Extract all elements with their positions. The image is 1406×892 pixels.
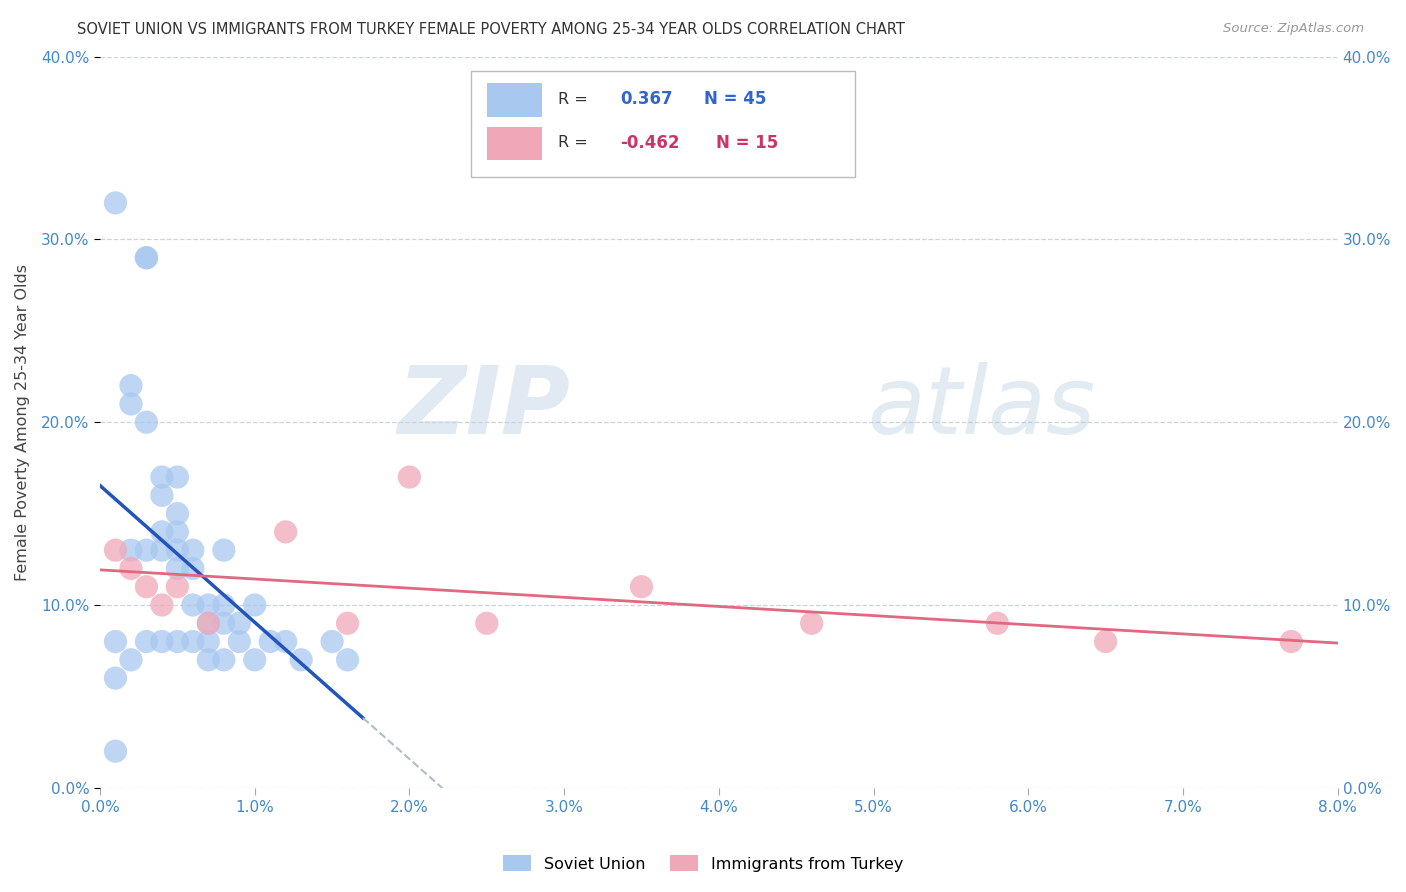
Point — [630, 580, 652, 594]
Point — [243, 653, 266, 667]
Text: R =: R = — [558, 136, 593, 151]
Point — [212, 653, 235, 667]
Point — [166, 507, 188, 521]
Text: 0.367: 0.367 — [620, 90, 672, 108]
Point — [135, 543, 157, 558]
Point — [274, 634, 297, 648]
Point — [800, 616, 823, 631]
Text: Source: ZipAtlas.com: Source: ZipAtlas.com — [1223, 22, 1364, 36]
Point — [197, 616, 219, 631]
Point — [197, 653, 219, 667]
Point — [166, 470, 188, 484]
FancyBboxPatch shape — [488, 127, 541, 161]
Text: atlas: atlas — [868, 362, 1095, 453]
Point — [104, 195, 127, 210]
Point — [150, 543, 173, 558]
Point — [150, 470, 173, 484]
Text: N = 45: N = 45 — [704, 90, 766, 108]
Point — [197, 616, 219, 631]
Point — [181, 598, 204, 612]
Point — [321, 634, 343, 648]
Point — [1279, 634, 1302, 648]
Point — [181, 634, 204, 648]
Point — [212, 598, 235, 612]
Point — [166, 543, 188, 558]
Point — [166, 561, 188, 575]
Point — [1094, 634, 1116, 648]
Y-axis label: Female Poverty Among 25-34 Year Olds: Female Poverty Among 25-34 Year Olds — [15, 264, 30, 581]
Point — [181, 543, 204, 558]
Point — [120, 653, 142, 667]
Text: N = 15: N = 15 — [717, 134, 779, 152]
FancyBboxPatch shape — [488, 83, 541, 117]
Point — [274, 524, 297, 539]
Text: R =: R = — [558, 92, 593, 106]
Text: ZIP: ZIP — [398, 361, 571, 454]
Point — [212, 616, 235, 631]
Point — [135, 580, 157, 594]
Point — [243, 598, 266, 612]
Point — [135, 251, 157, 265]
Point — [475, 616, 498, 631]
Point — [166, 634, 188, 648]
Point — [197, 634, 219, 648]
Point — [120, 543, 142, 558]
Point — [290, 653, 312, 667]
Point — [135, 251, 157, 265]
Text: SOVIET UNION VS IMMIGRANTS FROM TURKEY FEMALE POVERTY AMONG 25-34 YEAR OLDS CORR: SOVIET UNION VS IMMIGRANTS FROM TURKEY F… — [77, 22, 905, 37]
Point — [197, 598, 219, 612]
Point — [181, 561, 204, 575]
Legend: Soviet Union, Immigrants from Turkey: Soviet Union, Immigrants from Turkey — [495, 847, 911, 880]
Point — [336, 653, 359, 667]
Point — [336, 616, 359, 631]
Point — [150, 598, 173, 612]
Point — [135, 415, 157, 429]
Point — [228, 616, 250, 631]
Point — [166, 580, 188, 594]
FancyBboxPatch shape — [471, 71, 855, 178]
Point — [120, 397, 142, 411]
Point — [259, 634, 281, 648]
Point — [228, 634, 250, 648]
Point — [212, 543, 235, 558]
Point — [120, 378, 142, 392]
Point — [150, 488, 173, 502]
Point — [135, 634, 157, 648]
Point — [166, 524, 188, 539]
Point — [104, 744, 127, 758]
Point — [104, 543, 127, 558]
Point — [986, 616, 1008, 631]
Point — [398, 470, 420, 484]
Point — [104, 634, 127, 648]
Point — [104, 671, 127, 685]
Point — [120, 561, 142, 575]
Text: -0.462: -0.462 — [620, 134, 679, 152]
Point — [150, 524, 173, 539]
Point — [150, 634, 173, 648]
